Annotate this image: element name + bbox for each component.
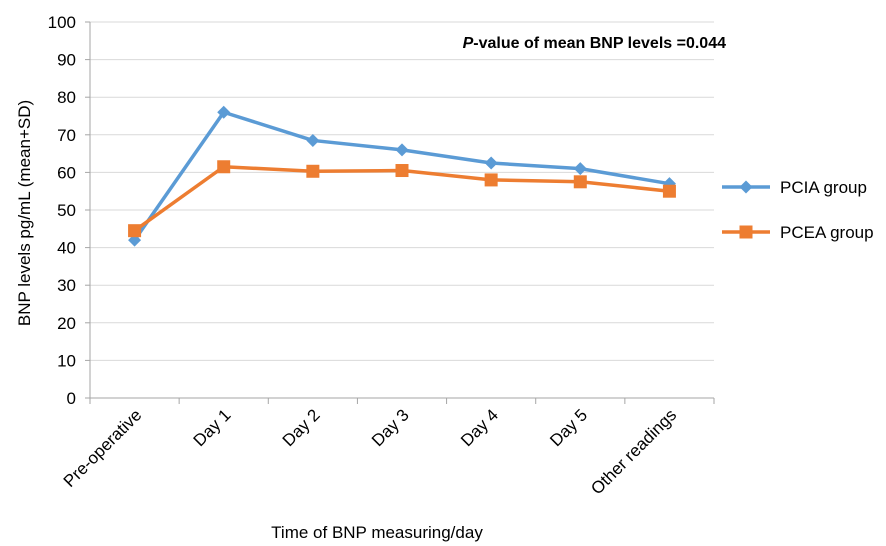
y-tick-label-10: 10 bbox=[57, 351, 76, 370]
x-tick-label-5: Day 5 bbox=[546, 405, 591, 450]
pcea-group-point-1 bbox=[217, 160, 231, 174]
x-tick-label-1: Day 1 bbox=[190, 405, 235, 450]
pcia-group-point-4 bbox=[484, 156, 498, 170]
x-tick-label-6: Other readings bbox=[587, 405, 680, 498]
pcea-group-point-5 bbox=[573, 175, 587, 189]
y-tick-label-70: 70 bbox=[57, 126, 76, 145]
pcea-group-point-3 bbox=[395, 164, 409, 178]
legend-marker-pcea-group bbox=[739, 225, 753, 239]
legend: PCIA group PCEA group bbox=[722, 178, 874, 242]
y-tick-label-40: 40 bbox=[57, 239, 76, 258]
annotation: P-value of mean BNP levels =0.044 bbox=[463, 35, 727, 52]
axes bbox=[85, 21, 715, 404]
x-tick-labels: Pre-operative Day 1 Day 2 Day 3 Day 4 Day 5Ot… bbox=[60, 405, 680, 498]
pcea-group-point-4 bbox=[484, 173, 498, 187]
x-tick-label-0: Pre-operative bbox=[60, 405, 146, 491]
y-axis-label: BNP levels pg/mL (mean+SD) bbox=[15, 100, 34, 326]
y-tick-label-50: 50 bbox=[57, 201, 76, 220]
pcia-group-point-1 bbox=[217, 105, 231, 119]
y-tick-label-20: 20 bbox=[57, 314, 76, 333]
annotation-rest: -value of mean BNP levels =0.044 bbox=[473, 35, 726, 52]
y-tick-label-60: 60 bbox=[57, 163, 76, 182]
y-tick-label-80: 80 bbox=[57, 88, 76, 107]
pcea-group-point-0 bbox=[128, 224, 142, 238]
legend-label-pcia-group: PCIA group bbox=[780, 178, 867, 197]
legend-label-pcea-group: PCEA group bbox=[780, 223, 874, 242]
pcea-group-point-2 bbox=[306, 164, 320, 178]
legend-marker-pcia-group bbox=[739, 180, 753, 194]
y-tick-label-90: 90 bbox=[57, 51, 76, 70]
pcea-group-point-6 bbox=[662, 184, 676, 198]
series-layer bbox=[128, 105, 676, 247]
x-tick-label-3: Day 3 bbox=[368, 405, 413, 450]
y-tick-labels: 0 10 20 30 40 50 60 70 80 90 100 bbox=[48, 13, 76, 408]
y-tick-label-0: 0 bbox=[67, 389, 76, 408]
x-axis-label: Time of BNP measuring/day bbox=[271, 523, 483, 542]
annotation-p: P bbox=[463, 35, 474, 52]
pcia-group-point-3 bbox=[395, 143, 409, 157]
y-tick-label-30: 30 bbox=[57, 276, 76, 295]
x-tick-label-2: Day 2 bbox=[279, 405, 324, 450]
x-tick-label-4: Day 4 bbox=[457, 405, 502, 450]
gridlines bbox=[90, 21, 714, 361]
pcia-group-point-2 bbox=[306, 133, 320, 147]
y-tick-label-100: 100 bbox=[48, 13, 76, 32]
pcia-group-point-5 bbox=[573, 162, 587, 176]
